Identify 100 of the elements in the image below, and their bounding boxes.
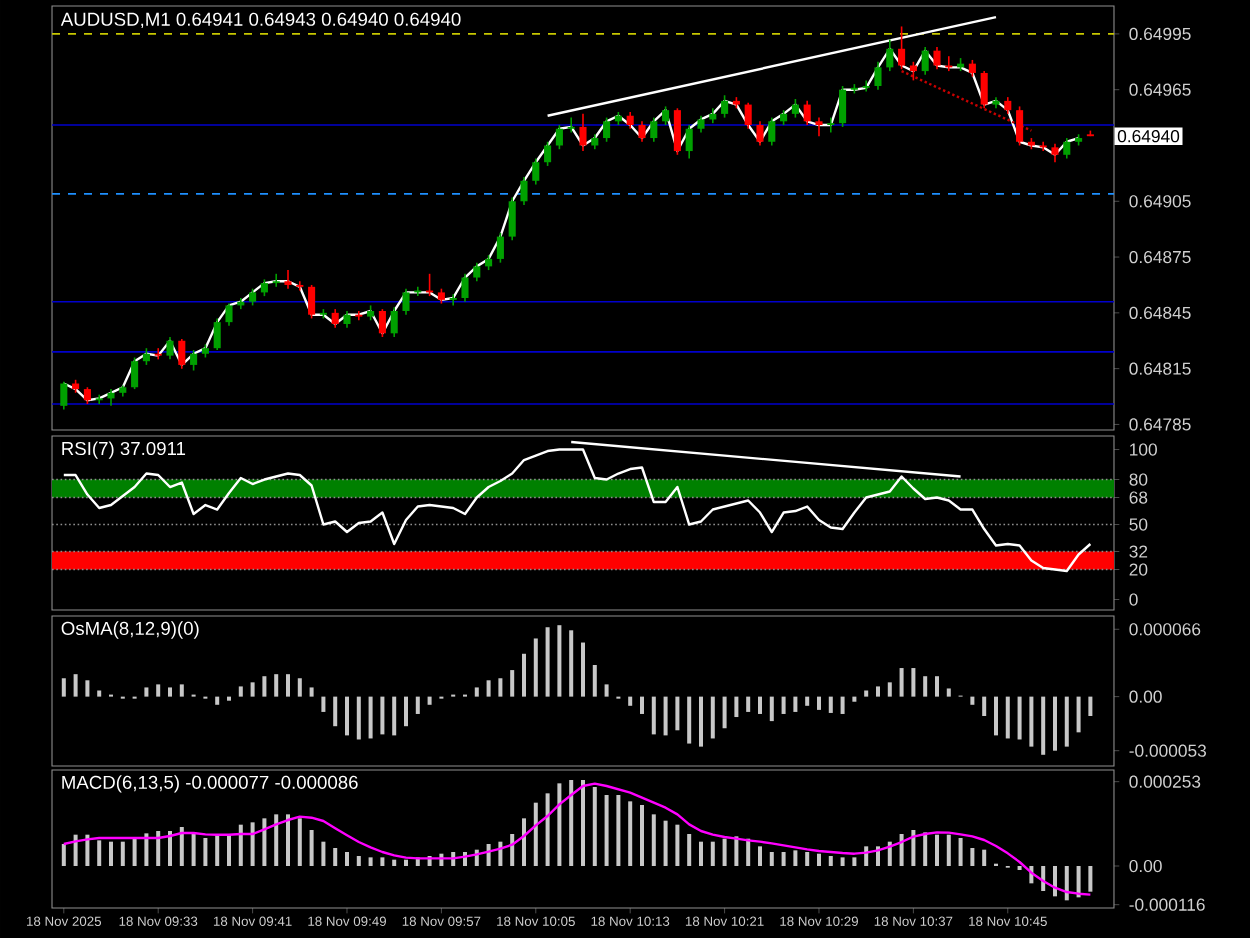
- bar: [156, 831, 161, 867]
- candlestick: [378, 308, 386, 338]
- bar: [108, 841, 114, 867]
- candlestick: [225, 302, 233, 327]
- bar: [321, 841, 326, 867]
- bar: [274, 814, 279, 867]
- candlestick: [331, 308, 339, 329]
- y-tick-label: 0.000066: [1129, 623, 1201, 636]
- bar: [805, 696, 810, 706]
- candlestick: [768, 116, 776, 147]
- bar: [380, 696, 385, 735]
- bar: [73, 674, 78, 697]
- bar: [1041, 696, 1046, 755]
- bar: [569, 780, 574, 867]
- bar: [144, 833, 149, 867]
- bar: [510, 670, 515, 697]
- bar: [168, 831, 173, 867]
- bar: [946, 834, 951, 867]
- candlestick: [544, 140, 552, 167]
- bar: [250, 822, 255, 867]
- bar: [734, 696, 739, 718]
- bar: [993, 696, 998, 736]
- bar: [1076, 696, 1081, 733]
- bar: [286, 814, 290, 867]
- candlestick: [1039, 140, 1047, 152]
- bar: [356, 696, 361, 740]
- candlestick: [650, 116, 658, 143]
- bar: [663, 696, 668, 736]
- bar: [61, 844, 66, 867]
- candlestick: [791, 98, 799, 119]
- bar: [911, 830, 916, 867]
- bar: [521, 653, 526, 697]
- bar: [805, 852, 810, 867]
- bar: [297, 678, 302, 697]
- y-tick-label: 32: [1129, 545, 1148, 558]
- y-tick-label: 0.00: [1129, 690, 1162, 703]
- bar: [1064, 696, 1069, 747]
- candlestick: [461, 273, 469, 303]
- bar: [970, 848, 975, 867]
- bar: [852, 696, 857, 702]
- bar: [934, 834, 939, 867]
- bar: [486, 680, 491, 697]
- bar: [1064, 866, 1069, 901]
- candlestick: [296, 280, 304, 292]
- candlestick: [579, 113, 587, 152]
- bar: [887, 682, 892, 697]
- candlestick: [402, 287, 410, 316]
- candlestick: [272, 273, 280, 288]
- bar: [911, 668, 916, 697]
- bar: [297, 818, 302, 867]
- bar: [1017, 696, 1022, 740]
- bar: [403, 696, 408, 727]
- candlestick: [662, 105, 670, 126]
- bar: [769, 696, 774, 722]
- bar: [722, 838, 727, 867]
- bar: [923, 832, 928, 867]
- y-tick-label: 0.64845: [1129, 306, 1191, 319]
- y-tick-label: 80: [1129, 473, 1148, 486]
- bar: [604, 684, 609, 697]
- bar: [722, 696, 727, 729]
- candlestick: [685, 124, 693, 160]
- bar: [333, 696, 338, 727]
- bar: [604, 795, 609, 867]
- candlestick: [1016, 105, 1024, 147]
- y-tick-label: 100: [1130, 443, 1157, 456]
- y-tick-label: 0.64905: [1129, 195, 1191, 208]
- bar: [156, 684, 161, 697]
- bar: [415, 696, 420, 714]
- bar: [934, 676, 939, 697]
- bar: [639, 805, 644, 867]
- bar: [840, 857, 845, 867]
- bar: [510, 834, 515, 867]
- candlestick: [213, 317, 221, 351]
- candlestick: [921, 46, 929, 76]
- bar: [580, 780, 585, 867]
- bar: [675, 696, 680, 731]
- y-tick-label: 20: [1129, 563, 1148, 576]
- bar: [403, 859, 408, 867]
- bar: [698, 696, 703, 747]
- bar: [309, 687, 314, 697]
- bar: [61, 678, 66, 697]
- candlestick: [839, 85, 847, 128]
- bar: [1088, 866, 1093, 892]
- y-tick-label: 0.000253: [1129, 775, 1201, 788]
- bar: [533, 802, 538, 867]
- bar: [1029, 696, 1034, 747]
- bar: [875, 686, 880, 697]
- bar: [663, 820, 668, 867]
- y-tick-label: 0.64815: [1129, 362, 1191, 375]
- bar: [757, 846, 762, 867]
- y-tick-label: -0.000053: [1129, 744, 1207, 757]
- bar: [557, 783, 562, 867]
- y-tick-label: 0.64875: [1129, 250, 1191, 264]
- bar: [592, 664, 597, 697]
- candlestick: [190, 349, 198, 372]
- bar: [628, 696, 633, 706]
- bar: [215, 834, 220, 867]
- candlestick: [744, 101, 752, 130]
- bar: [120, 841, 125, 867]
- bar: [97, 690, 102, 697]
